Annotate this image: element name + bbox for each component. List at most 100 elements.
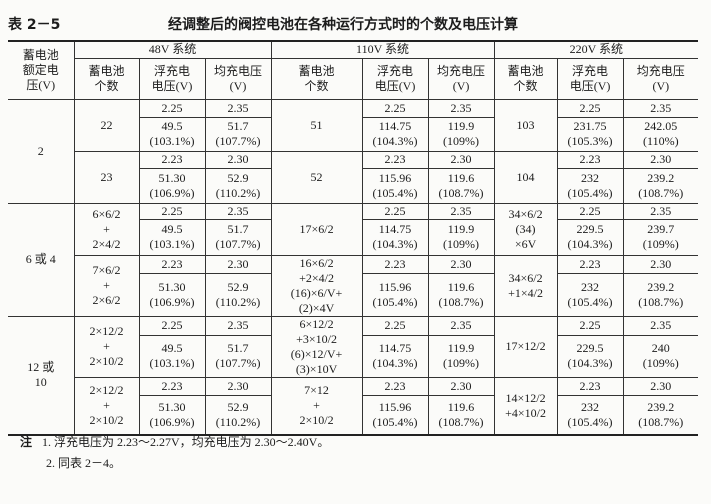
float-total-voltage: 49.5 (103.1%) (139, 334, 206, 378)
battery-count-cell: 7×6/2 + 2×6/2 (74, 254, 140, 317)
equalize-total-voltage-percent: (109%) (642, 237, 679, 251)
equalize-per-cell-voltage: 2.30 (427, 150, 495, 169)
equalize-per-cell-voltage: 2.35 (622, 98, 699, 118)
float-total-voltage-value: 229.5 (576, 341, 604, 356)
float-total-voltage: 232 (105.4%) (556, 394, 624, 436)
equalize-total-voltage: 52.9 (110.2%) (204, 394, 272, 436)
float-total-voltage-value: 115.96 (378, 170, 412, 185)
equalize-total-voltage-percent: (109%) (642, 356, 679, 371)
equalize-per-cell-voltage: 2.35 (204, 98, 272, 118)
equalize-total-voltage-value: 52.9 (227, 399, 249, 414)
equalize-total-voltage: 119.6 (108.7%) (427, 394, 495, 436)
equalize-per-cell-voltage: 2.35 (204, 202, 272, 220)
float-total-voltage-value: 231.75 (573, 119, 607, 133)
float-per-cell-voltage: 2.23 (361, 254, 429, 275)
float-total-voltage-percent: (103.1%) (149, 134, 195, 148)
float-total-voltage-value: 115.96 (378, 279, 412, 294)
float-total-voltage-value: 51.30 (158, 279, 186, 294)
equalize-total-voltage: 119.6 (108.7%) (427, 273, 495, 317)
battery-count-cell: 17×12/2 (493, 315, 558, 378)
float-total-voltage-percent: (105.4%) (567, 185, 613, 200)
equalize-per-cell-voltage: 2.30 (622, 254, 699, 275)
equalize-per-cell-voltage: 2.35 (427, 98, 495, 118)
battery-voltage-table: 蓄电池 额定电 压(V) 48V 系统 110V 系统 220V 系统 蓄电池 个数 浮充… (8, 40, 699, 436)
float-per-cell-voltage: 2.25 (361, 98, 429, 118)
equalize-total-voltage-percent: (107.7%) (215, 356, 261, 371)
float-total-voltage: 49.5 (103.1%) (139, 116, 206, 152)
equalize-per-cell-voltage: 2.30 (622, 376, 699, 396)
equalize-total-voltage: 51.7 (107.7%) (204, 116, 272, 152)
battery-count-cell: 22 (73, 98, 140, 152)
float-total-voltage: 229.5 (104.3%) (556, 218, 624, 256)
equalize-total-voltage-percent: (110%) (643, 134, 679, 148)
equalize-total-voltage-percent: (108.7%) (438, 294, 484, 309)
equalize-total-voltage: 239.2 (108.7%) (622, 394, 699, 436)
float-total-voltage-value: 51.30 (158, 399, 186, 414)
float-total-voltage: 114.75 (104.3%) (361, 218, 429, 256)
table-notes: 注 1. 浮充电压为 2.23～2.27V，均充电压为 2.30～2.40V。 2… (20, 432, 329, 474)
battery-count-cell: 51 (270, 98, 363, 152)
battery-count-cell: 6×6/2 + 2×4/2 (73, 202, 140, 256)
float-total-voltage-percent: (104.3%) (567, 237, 613, 251)
equalize-per-cell-voltage: 2.30 (204, 376, 272, 396)
float-per-cell-voltage: 2.23 (361, 150, 429, 169)
equalize-total-voltage-value: 239.2 (647, 279, 675, 294)
note-2: 2. 同表 2－4。 (46, 456, 122, 470)
equalize-total-voltage-percent: (109%) (443, 237, 480, 251)
float-total-voltage-value: 49.5 (161, 341, 183, 356)
float-per-cell-voltage: 2.25 (556, 98, 624, 118)
float-per-cell-voltage: 2.25 (556, 315, 624, 336)
equalize-total-voltage: 239.2 (108.7%) (622, 273, 699, 317)
battery-count-cell: 6×12/2 +3×10/2 (6)×12/V+ (3)×10V (270, 315, 363, 378)
header-battery-count: 蓄电池 个数 (493, 57, 558, 100)
equalize-total-voltage-value: 51.7 (227, 341, 249, 356)
float-total-voltage-percent: (104.3%) (372, 134, 418, 148)
header-battery-count: 蓄电池 个数 (270, 57, 363, 100)
float-total-voltage-value: 115.96 (378, 399, 412, 414)
equalize-total-voltage-value: 239.2 (647, 399, 675, 414)
float-per-cell-voltage: 2.25 (361, 202, 429, 220)
equalize-total-voltage-percent: (108.7%) (638, 414, 684, 429)
equalize-per-cell-voltage: 2.35 (204, 315, 272, 336)
equalize-total-voltage-percent: (108.7%) (638, 185, 684, 200)
float-per-cell-voltage: 2.23 (138, 254, 206, 275)
equalize-total-voltage-percent: (107.7%) (215, 237, 261, 251)
header-float-voltage: 浮充电 电压(V) (361, 57, 429, 100)
float-total-voltage: 231.75 (105.3%) (556, 116, 624, 152)
header-equalize-voltage: 均充电压 (V) (427, 57, 495, 100)
float-total-voltage-value: 114.75 (378, 341, 412, 356)
equalize-total-voltage: 52.9 (110.2%) (204, 167, 272, 204)
battery-count-cell: 2×12/2 + 2×10/2 (73, 315, 140, 378)
equalize-total-voltage-value: 119.6 (447, 170, 475, 185)
equalize-per-cell-voltage: 2.30 (204, 150, 272, 169)
battery-count-cell: 34×6/2 (34) ×6V (493, 202, 558, 256)
equalize-per-cell-voltage: 2.35 (622, 202, 699, 220)
float-per-cell-voltage: 2.25 (361, 315, 429, 336)
equalize-total-voltage-percent: (109%) (443, 356, 480, 371)
float-per-cell-voltage: 2.25 (138, 98, 206, 118)
float-per-cell-voltage: 2.23 (138, 150, 206, 169)
float-total-voltage-percent: (105.3%) (567, 134, 613, 148)
equalize-total-voltage-percent: (108.7%) (438, 414, 484, 429)
equalize-total-voltage-value: 239.7 (647, 222, 675, 236)
equalize-total-voltage-percent: (110.2%) (215, 414, 261, 429)
float-per-cell-voltage: 2.23 (556, 254, 624, 275)
equalize-total-voltage-value: 119.9 (447, 341, 475, 356)
battery-count-cell: 2×12/2 + 2×10/2 (74, 376, 140, 436)
float-per-cell-voltage: 2.25 (138, 315, 206, 336)
equalize-total-voltage-value: 51.7 (227, 222, 249, 236)
equalize-total-voltage: 242.05 (110%) (622, 116, 699, 152)
battery-count-cell: 104 (493, 150, 558, 204)
table-title: 经调整后的阀控电池在各种运行方式时的个数及电压计算 (168, 17, 518, 33)
float-total-voltage-value: 232 (581, 399, 600, 414)
float-total-voltage: 51.30 (106.9%) (139, 167, 206, 204)
equalize-total-voltage-value: 119.9 (447, 119, 475, 133)
float-total-voltage-value: 232 (581, 279, 600, 294)
equalize-total-voltage: 52.9 (110.2%) (204, 273, 272, 317)
float-total-voltage: 114.75 (104.3%) (361, 334, 429, 378)
table-number: 表 2－5 (8, 17, 61, 33)
float-per-cell-voltage: 2.23 (138, 376, 206, 396)
float-per-cell-voltage: 2.25 (556, 202, 624, 220)
float-total-voltage: 115.96 (105.4%) (361, 273, 429, 317)
header-equalize-voltage: 均充电压 (V) (204, 57, 272, 100)
